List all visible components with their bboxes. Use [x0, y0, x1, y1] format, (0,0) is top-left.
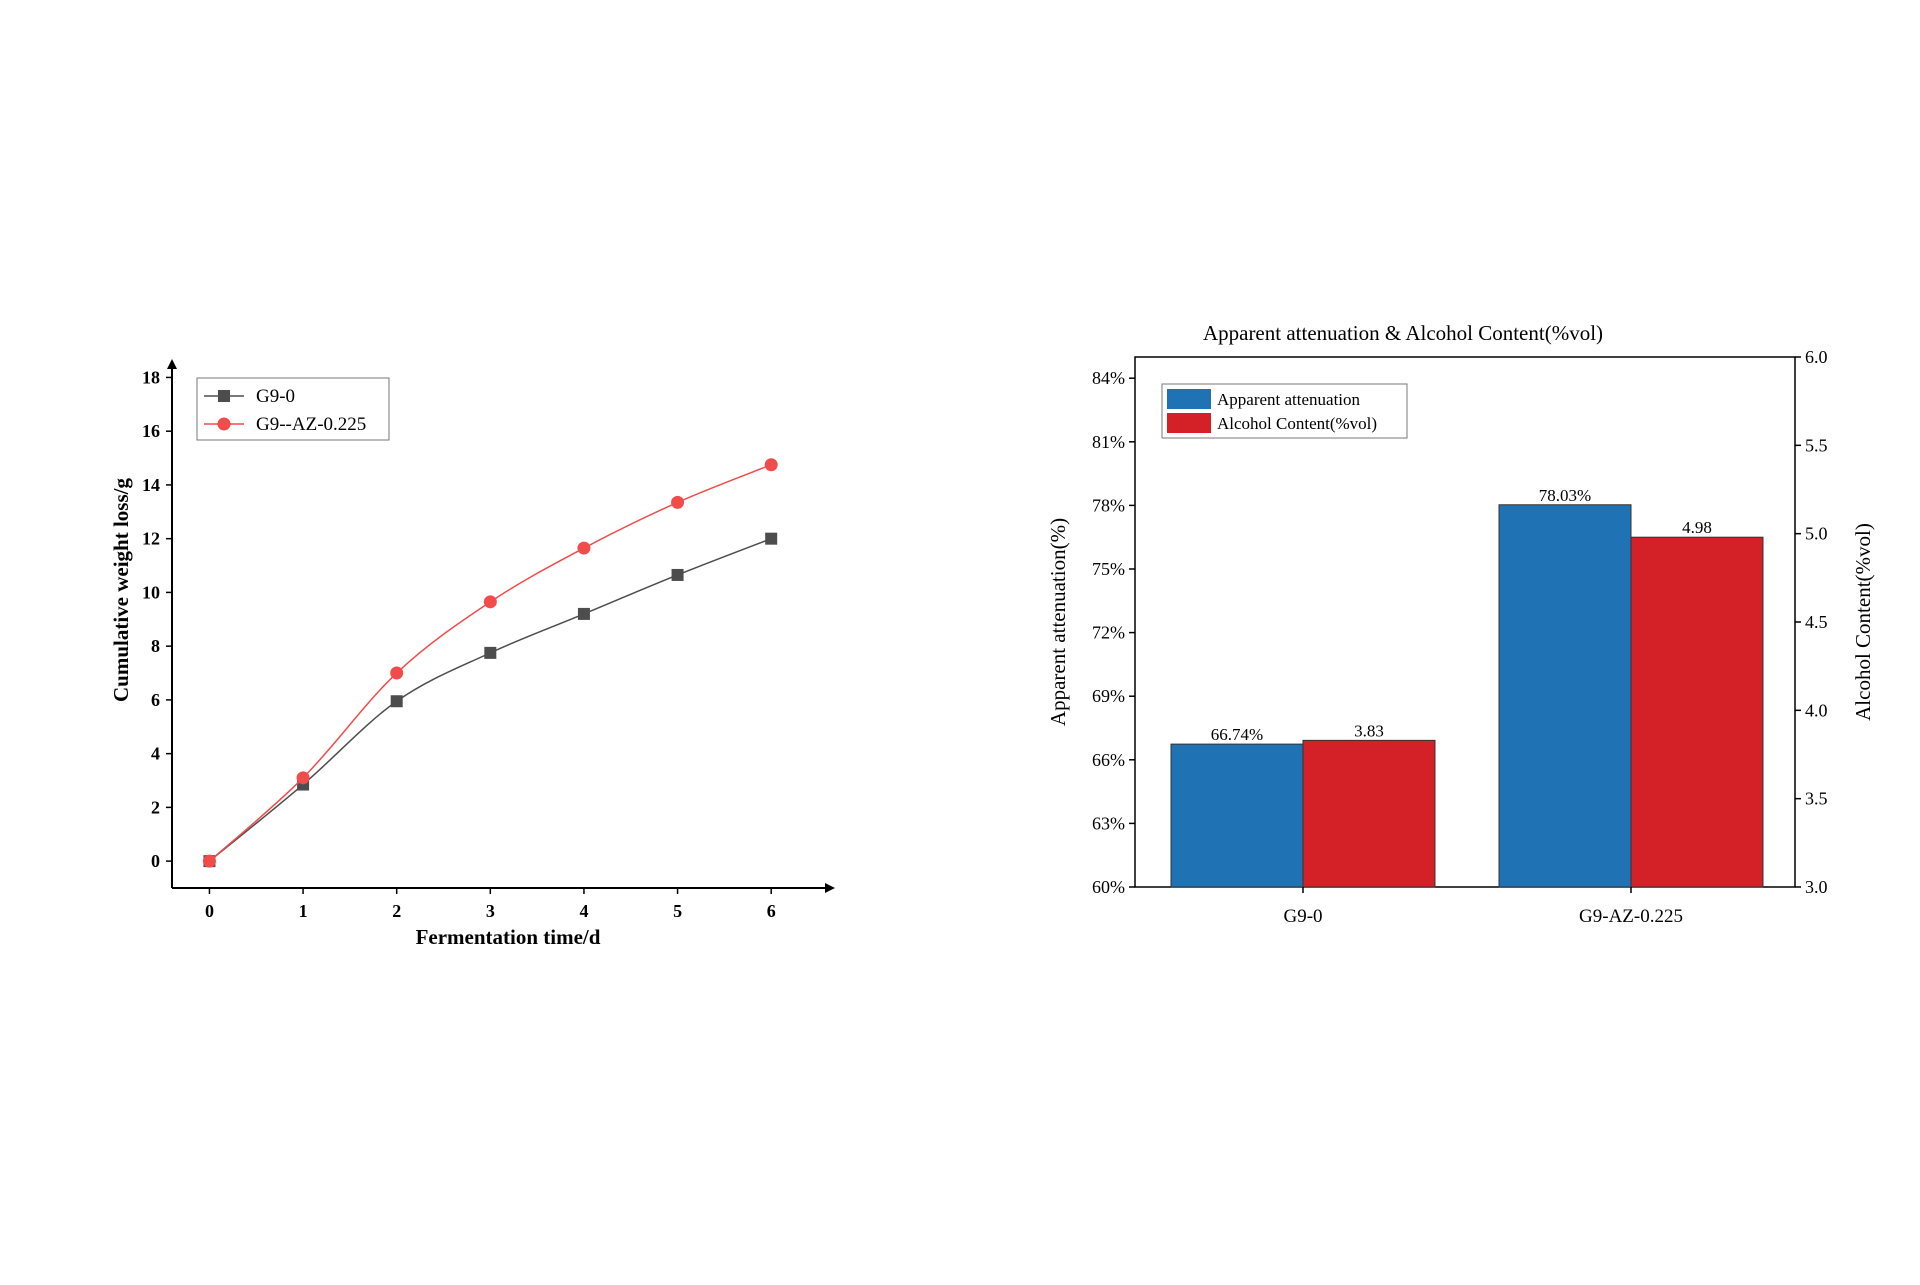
y-tick-label: 2 — [151, 797, 160, 817]
left-y-tick-label: 66% — [1092, 750, 1125, 770]
data-point-g9-az-0-225 — [296, 771, 310, 785]
y-tick-label: 18 — [142, 367, 160, 387]
bar-value-label-alcohol-content-vol: 3.83 — [1354, 721, 1384, 740]
x-axis-categories: G9-0 G9-AZ-0.225 — [1283, 887, 1683, 927]
right-y-tick-label: 4.5 — [1805, 612, 1828, 632]
y-axis-label: Cumulative weight loss/g — [109, 478, 133, 703]
left-y-tick-label: 69% — [1092, 686, 1125, 706]
x-axis-ticks: 0 1 2 3 4 5 6 — [205, 888, 776, 921]
data-point-g9-0 — [484, 646, 497, 659]
right-y-tick-label: 4.0 — [1805, 700, 1828, 720]
x-category-label: G9-AZ-0.225 — [1579, 906, 1683, 927]
data-point-g9-0 — [390, 695, 403, 708]
left-y-tick-label: 84% — [1092, 368, 1125, 388]
chart-title: Apparent attenuation & Alcohol Content(%… — [1203, 321, 1603, 345]
x-axis-label: Fermentation time/d — [416, 925, 601, 949]
bars: 66.74% 3.83 78.03% 4.98 — [1170, 486, 1764, 888]
right-y-tick-label: 6.0 — [1805, 347, 1828, 367]
left-y-tick-label: 78% — [1092, 495, 1125, 515]
data-point-g9-az-0-225 — [764, 458, 778, 472]
bar-value-label-apparent-attenuation: 78.03% — [1539, 486, 1591, 505]
left-y-axis-ticks: 60% 63% 66% 69% 72% 75% 78% 81% 84% — [1092, 368, 1135, 897]
y-tick-label: 0 — [151, 851, 160, 871]
right-y-tick-label: 3.0 — [1805, 877, 1828, 897]
left-y-tick-label: 63% — [1092, 813, 1125, 833]
data-point-g9-0 — [765, 532, 778, 545]
x-tick-label: 1 — [299, 901, 308, 921]
bar-apparent-attenuation — [1170, 743, 1304, 888]
right-y-tick-label: 5.5 — [1805, 435, 1828, 455]
x-tick-label: 2 — [392, 901, 401, 921]
y-tick-label: 14 — [142, 475, 160, 495]
series-line-g9-0 — [208, 537, 772, 862]
x-tick-label: 0 — [205, 901, 214, 921]
legend-marker-square — [218, 390, 230, 402]
left-y-tick-label: 75% — [1092, 559, 1125, 579]
bar-value-label-apparent-attenuation: 66.74% — [1211, 725, 1263, 744]
data-point-g9-az-0-225 — [577, 541, 591, 555]
left-y-tick-label: 60% — [1092, 877, 1125, 897]
data-point-g9-0 — [671, 568, 684, 581]
x-tick-label: 5 — [673, 901, 682, 921]
x-tick-label: 4 — [579, 901, 588, 921]
legend: Apparent attenuation Alcohol Content(%vo… — [1161, 383, 1408, 439]
legend-label-attenuation: Apparent attenuation — [1217, 390, 1361, 409]
data-point-g9-az-0-225 — [483, 595, 497, 609]
x-category-label: G9-0 — [1283, 906, 1322, 927]
x-tick-label: 6 — [767, 901, 776, 921]
line-series — [202, 458, 778, 868]
y-tick-label: 8 — [151, 636, 160, 656]
left-y-tick-label: 81% — [1092, 432, 1125, 452]
series-line-g9-az-0-225 — [208, 464, 772, 862]
right-y-axis-label: Alcohol Content(%vol) — [1851, 523, 1875, 721]
legend-marker-circle — [217, 417, 231, 431]
legend-label-alcohol: Alcohol Content(%vol) — [1217, 414, 1377, 433]
data-point-g9-az-0-225 — [390, 666, 404, 680]
y-tick-label: 10 — [142, 582, 160, 602]
left-y-tick-label: 72% — [1092, 623, 1125, 643]
bar-alcohol-content-vol — [1302, 739, 1436, 888]
data-point-g9-0 — [577, 607, 590, 620]
data-point-g9-az-0-225 — [671, 495, 685, 509]
bar-alcohol-content-vol — [1630, 536, 1764, 888]
data-point-g9-az-0-225 — [202, 854, 216, 868]
legend: G9-0 G9--AZ-0.225 — [196, 377, 390, 441]
y-tick-label: 12 — [142, 529, 160, 549]
legend-label-g9-0: G9-0 — [256, 386, 295, 407]
attenuation-alcohol-bar-chart: Apparent attenuation & Alcohol Content(%… — [1046, 321, 1875, 927]
y-tick-label: 4 — [151, 744, 160, 764]
y-tick-label: 6 — [151, 690, 160, 710]
x-tick-label: 3 — [486, 901, 495, 921]
legend-swatch-alcohol — [1167, 413, 1211, 433]
legend-box — [196, 377, 390, 441]
bar-value-label-alcohol-content-vol: 4.98 — [1682, 518, 1712, 537]
y-tick-label: 16 — [142, 421, 160, 441]
legend-label-g9-az: G9--AZ-0.225 — [256, 414, 366, 435]
bar-apparent-attenuation — [1498, 504, 1632, 888]
right-y-axis-ticks: 3.0 3.5 4.0 4.5 5.0 5.5 6.0 — [1795, 347, 1828, 897]
y-axis-ticks: 0 2 4 6 8 10 12 14 16 18 — [142, 367, 172, 871]
left-y-axis-label: Apparent attenuation(%) — [1046, 518, 1070, 726]
right-y-tick-label: 3.5 — [1805, 789, 1828, 809]
legend-swatch-attenuation — [1167, 389, 1211, 409]
right-y-tick-label: 5.0 — [1805, 524, 1828, 544]
